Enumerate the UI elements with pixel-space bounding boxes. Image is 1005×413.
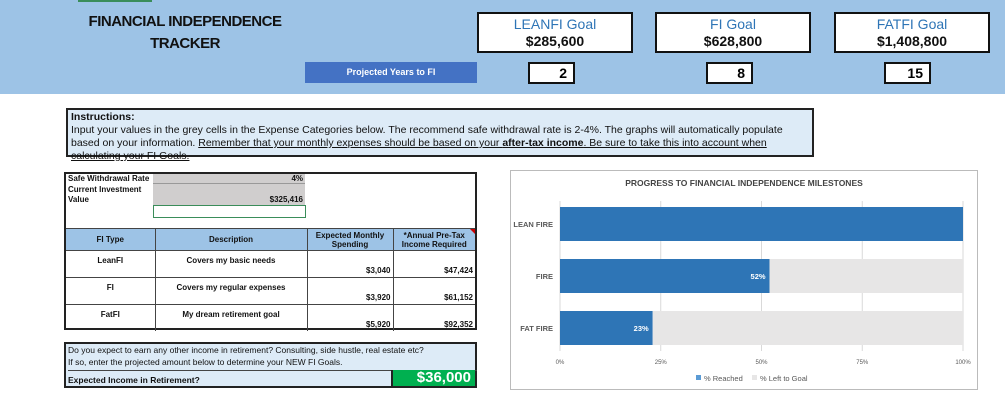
description: My dream retirement goal bbox=[155, 304, 308, 331]
table-row: FI Covers my regular expenses $3,920 $61… bbox=[66, 277, 475, 305]
instructions-text: Input your values in the grey cells in t… bbox=[71, 124, 783, 149]
page-title-line1: FINANCIAL INDEPENDENCE bbox=[88, 13, 282, 30]
chart-plot: 0% 25% 50% 75% 100% LEAN FIRE FIRE 52% FAT FIRE 2… bbox=[513, 201, 971, 383]
goal-value: $628,800 bbox=[703, 33, 763, 49]
x-tick-label: 100% bbox=[955, 360, 971, 366]
fi-types-table: FI Type Description Expected Monthly Spe… bbox=[66, 228, 475, 331]
comment-indicator-icon[interactable] bbox=[470, 229, 475, 234]
category-label: FAT FIRE bbox=[520, 324, 553, 333]
header-annual-text: *Annual Pre-Tax Income Required bbox=[401, 230, 467, 249]
bar-left-to-goal bbox=[652, 311, 963, 345]
data-label: 23% bbox=[634, 324, 649, 333]
annual-income: $47,424 bbox=[393, 250, 475, 278]
legend-label: % Reached bbox=[704, 374, 743, 383]
fi-type: FI bbox=[66, 277, 156, 305]
fatfi-goal-card: FATFI Goal $1,408,800 bbox=[834, 12, 990, 53]
description: Covers my regular expenses bbox=[155, 277, 308, 305]
x-tick-label: 25% bbox=[655, 360, 668, 366]
header-monthly: Expected Monthly Spending bbox=[307, 228, 394, 251]
monthly-spending[interactable]: $5,920 bbox=[307, 304, 394, 331]
fatfi-years[interactable]: 15 bbox=[884, 62, 931, 84]
projected-years-label: Projected Years to FI bbox=[305, 62, 477, 83]
goal-value: $1,408,800 bbox=[876, 33, 948, 49]
progress-chart: PROGRESS TO FINANCIAL INDEPENDENCE MILES… bbox=[510, 170, 978, 390]
bar-reached bbox=[560, 311, 653, 345]
selected-empty-cell[interactable] bbox=[153, 205, 306, 218]
x-tick-label: 0% bbox=[556, 360, 565, 366]
instructions-box: Instructions: Input your values in the g… bbox=[66, 108, 814, 162]
header-annual: *Annual Pre-Tax Income Required bbox=[393, 228, 475, 251]
page-title-line2: TRACKER bbox=[150, 35, 220, 52]
fi-type: LeanFI bbox=[66, 250, 156, 278]
other-income-question: Do you expect to earn any other income i… bbox=[68, 345, 424, 355]
header-description: Description bbox=[155, 228, 308, 251]
goal-value: $285,600 bbox=[525, 33, 585, 49]
x-tick-label: 50% bbox=[755, 360, 768, 366]
instructions-bold: after-tax income bbox=[502, 137, 584, 149]
monthly-spending[interactable]: $3,040 bbox=[307, 250, 394, 278]
table-row: FatFI My dream retirement goal $5,920 $9… bbox=[66, 304, 475, 331]
leanfi-years[interactable]: 2 bbox=[528, 62, 575, 84]
monthly-spending[interactable]: $3,920 bbox=[307, 277, 394, 305]
annual-income: $61,152 bbox=[393, 277, 475, 305]
instructions-underline: Remember that your monthly expenses shou… bbox=[198, 137, 503, 149]
goal-label: LEANFI Goal bbox=[513, 16, 597, 32]
x-tick-label: 75% bbox=[856, 360, 869, 366]
expected-income-label: Expected Income in Retirement? bbox=[68, 375, 200, 385]
instructions-underline-2: . Be sure to take this into account when… bbox=[71, 137, 767, 162]
leanfi-goal-card: LEANFI Goal $285,600 bbox=[477, 12, 633, 53]
annual-income: $92,352 bbox=[444, 319, 473, 329]
bar-left-to-goal bbox=[769, 259, 963, 293]
other-income-hint: If so, enter the projected amount below … bbox=[68, 357, 477, 371]
swr-input[interactable]: 4% bbox=[153, 174, 305, 184]
legend-swatch bbox=[696, 375, 701, 380]
category-label: FIRE bbox=[536, 272, 553, 281]
description: Covers my basic needs bbox=[155, 250, 308, 278]
expected-income-input[interactable]: $36,000 bbox=[391, 370, 475, 386]
civ-label: Current Investment Value bbox=[68, 185, 142, 204]
legend-swatch bbox=[752, 375, 757, 380]
instructions-heading: Instructions: bbox=[71, 111, 135, 123]
selected-cell-indicator bbox=[78, 0, 152, 2]
chart-title: PROGRESS TO FINANCIAL INDEPENDENCE MILES… bbox=[625, 178, 863, 188]
fi-goal-card: FI Goal $628,800 bbox=[655, 12, 811, 53]
swr-label: Safe Withdrawal Rate bbox=[68, 174, 150, 183]
civ-input[interactable]: $325,416 bbox=[153, 184, 305, 205]
fi-years[interactable]: 8 bbox=[706, 62, 753, 84]
data-label: 52% bbox=[751, 272, 766, 281]
bar-reached bbox=[560, 207, 963, 241]
header-fi-type: FI Type bbox=[66, 228, 156, 251]
bar-reached bbox=[560, 259, 770, 293]
expense-table: Safe Withdrawal Rate 4% Current Investme… bbox=[64, 172, 477, 331]
legend-label: % Left to Goal bbox=[760, 374, 808, 383]
other-income-box: Do you expect to earn any other income i… bbox=[64, 342, 477, 388]
fi-type: FatFI bbox=[66, 304, 156, 331]
table-row: LeanFI Covers my basic needs $3,040 $47,… bbox=[66, 250, 475, 278]
goal-label: FI Goal bbox=[710, 16, 756, 32]
category-label: LEAN FIRE bbox=[513, 220, 553, 229]
goal-label: FATFI Goal bbox=[876, 16, 948, 32]
